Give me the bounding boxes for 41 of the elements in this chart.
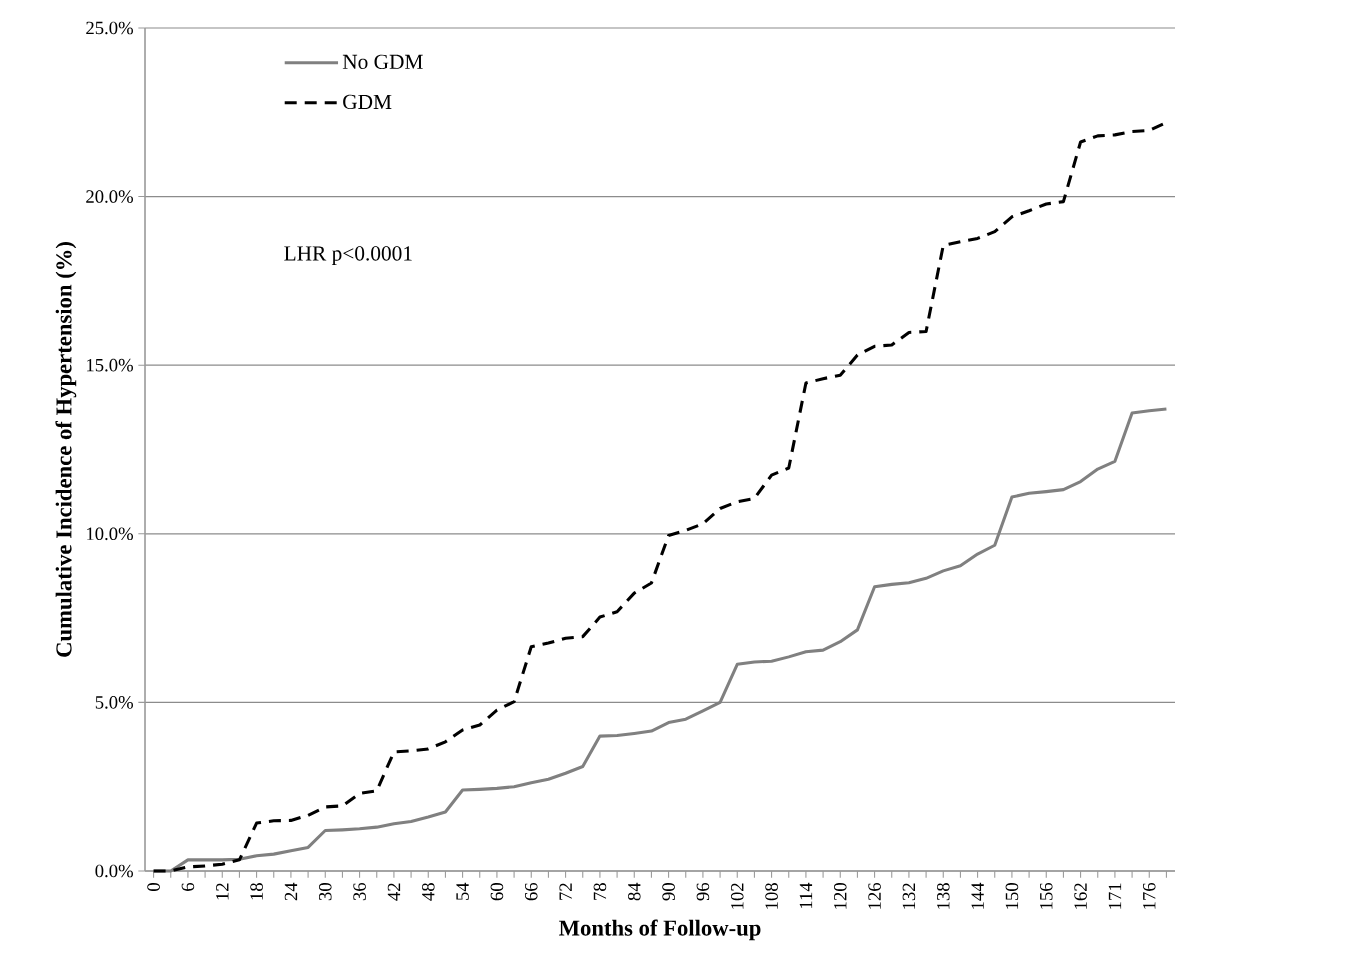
x-tick-label: 12 <box>216 883 229 900</box>
x-tick-label: 60 <box>490 883 504 901</box>
x-tick-label: 138 <box>936 883 950 909</box>
x-tick-label: 36 <box>353 882 366 901</box>
x-tick-label: 162 <box>1074 883 1087 909</box>
x-tick-label: 30 <box>318 883 332 901</box>
annotation: LHR p<0.0001 <box>284 246 412 265</box>
x-tick-label: 6 <box>181 882 195 891</box>
legend-label: No GDM <box>342 54 423 69</box>
x-tick-label: 126 <box>868 882 881 909</box>
x-tick-label: 90 <box>662 883 675 901</box>
y-tick-label: 20.0% <box>86 190 133 203</box>
x-tick-label: 66 <box>524 882 538 901</box>
x-tick-label: 18 <box>250 883 263 900</box>
x-tick-label: 42 <box>387 883 401 901</box>
x-tick-label: 96 <box>696 882 710 901</box>
x-tick-label: 54 <box>456 882 469 900</box>
x-tick-label: 0 <box>147 883 160 891</box>
x-tick-label: 171 <box>1108 883 1122 909</box>
y-axis-title: Cumulative Incidence of Hypertension (%) <box>55 242 77 657</box>
x-tick-label: 24 <box>284 882 298 901</box>
x-tick-label: 120 <box>833 883 847 909</box>
x-tick-label: 108 <box>765 883 778 909</box>
y-tick-label: 25.0% <box>86 21 133 35</box>
legend-label: GDM <box>343 94 392 110</box>
x-tick-label: 114 <box>799 882 813 909</box>
x-tick-label: 144 <box>971 882 984 909</box>
y-tick-label: 5.0% <box>95 696 133 709</box>
x-tick-label: 132 <box>902 883 916 909</box>
x-tick-label: 84 <box>627 882 641 901</box>
x-tick-label: 48 <box>421 883 435 901</box>
x-tick-label: 156 <box>1039 882 1053 909</box>
x-axis-title: Months of Follow-up <box>559 919 761 941</box>
x-tick-label: 102 <box>730 883 744 909</box>
y-tick-label: 15.0% <box>87 358 133 372</box>
y-tick-label: 0.0% <box>95 864 133 878</box>
x-tick-label: 72 <box>559 883 572 900</box>
y-tick-label: 10.0% <box>87 527 133 541</box>
x-tick-label: 150 <box>1005 883 1019 909</box>
x-tick-label: 78 <box>593 883 607 900</box>
x-tick-label: 176 <box>1142 882 1156 909</box>
